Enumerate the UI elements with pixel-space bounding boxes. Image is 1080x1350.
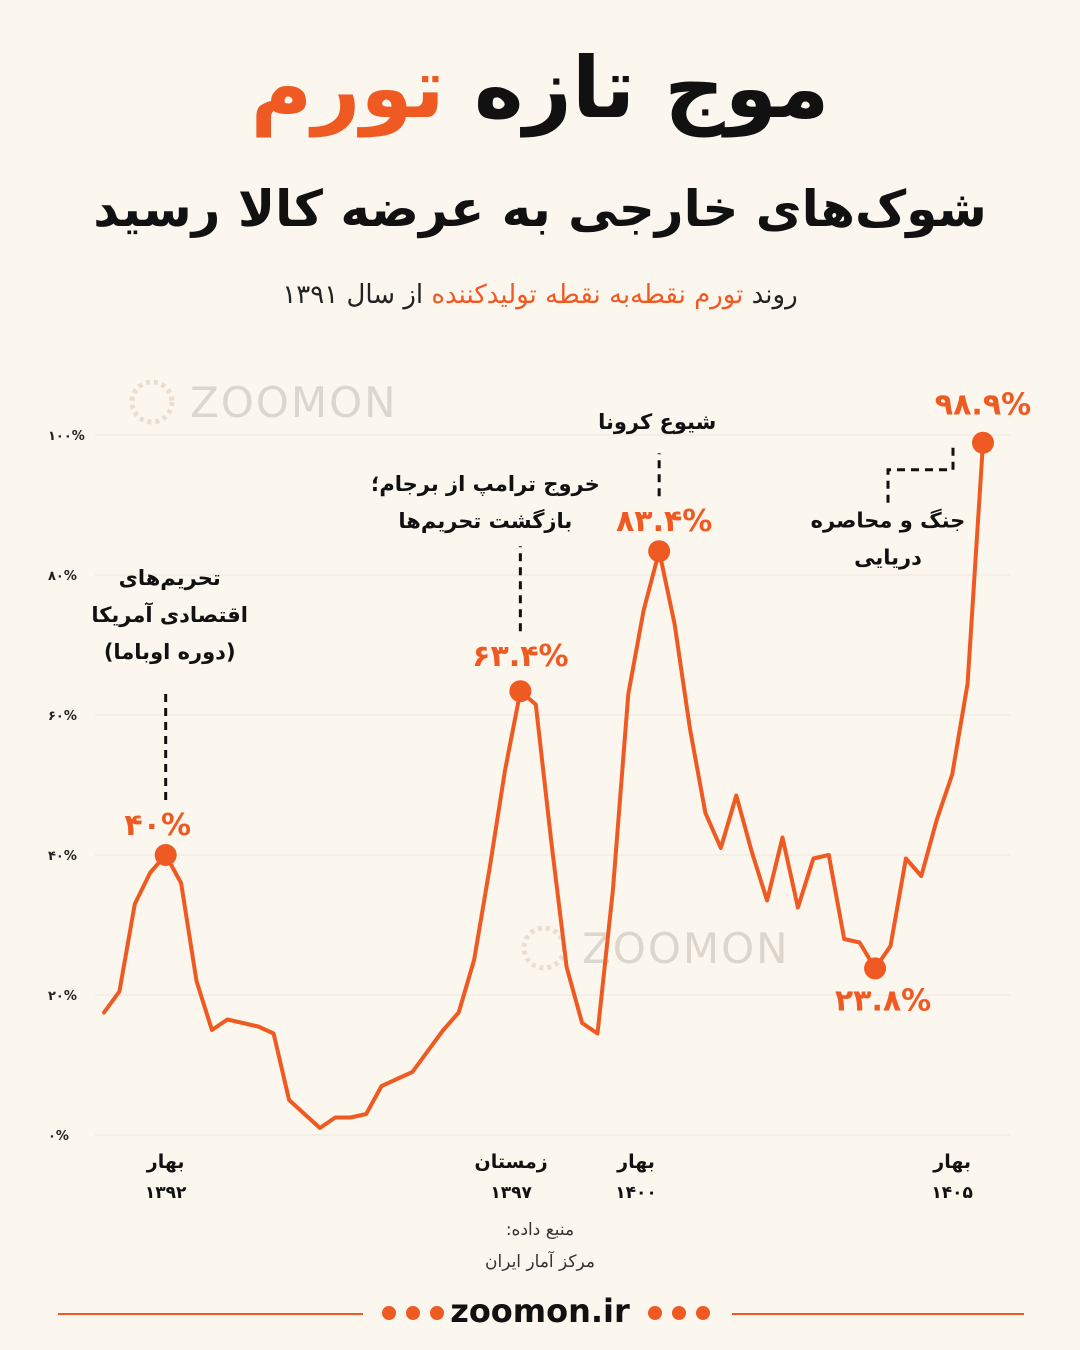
x-tick-year: ۱۳۹۷ — [490, 1183, 532, 1203]
peak-value-label: ۴۰% — [124, 808, 191, 843]
x-tick-year: ۱۴۰۰ — [615, 1183, 657, 1203]
title-main: موج تازه — [473, 39, 830, 137]
y-tick-label: ۲۰% — [48, 989, 77, 1004]
peak-value-label: ۲۳.۸% — [835, 983, 931, 1018]
annotation-text: اقتصادی آمریکا — [91, 602, 248, 627]
watermark-logo — [129, 379, 175, 425]
annotation-text: جنگ و محاصره — [811, 508, 966, 533]
footer-site: zoomon.ir — [450, 1292, 630, 1330]
x-tick-season: بهار — [932, 1151, 971, 1173]
annotation-text: بازگشت تحریم‌ها — [398, 508, 572, 533]
chart-caption: روند تورم نقطه‌به نقطه تولیدکننده از سال… — [0, 280, 1080, 310]
footer-line-right — [732, 1313, 1024, 1315]
annotation-text: (دوره اوباما) — [104, 640, 236, 664]
peak-marker — [509, 680, 532, 703]
annotation-text: دریایی — [854, 546, 922, 570]
watermark-text: ZOOMON — [190, 378, 398, 427]
x-tick-year: ۱۴۰۵ — [931, 1183, 973, 1203]
peak-value-label: ۸۳.۴% — [616, 504, 712, 539]
caption-part2: از سال ۱۳۹۱ — [282, 280, 424, 310]
annotation-text: خروج ترامپ از برجام؛ — [371, 472, 600, 497]
peak-value-label: ۹۸.۹% — [935, 388, 1031, 423]
x-tick-season: بهار — [616, 1151, 655, 1173]
peak-marker — [972, 431, 994, 454]
y-tick-label: ۶۰% — [48, 709, 77, 724]
series-line — [102, 440, 985, 1130]
peak-marker — [864, 957, 887, 980]
watermark-text: ZOOMON — [582, 924, 790, 973]
y-tick-label: ۴۰% — [48, 849, 77, 864]
caption-part1: روند — [751, 280, 798, 310]
x-tick-year: ۱۳۹۲ — [145, 1183, 187, 1203]
watermark-logo — [521, 925, 567, 971]
annotation-connector — [886, 447, 955, 503]
source-name: مرکز آمار ایران — [484, 1252, 596, 1272]
inflation-line-chart: ZOOMON ZOOMON ۰% ۲۰% ۴۰% ۶۰% ۸۰% ۱۰۰% بهار ۱۳۹۲ زم… — [48, 378, 1031, 1203]
page-title: موج تازه تورم — [0, 42, 1080, 134]
title-accent: تورم — [250, 39, 445, 137]
footer-dots-left — [377, 1306, 449, 1320]
page-subtitle: شوک‌های خارجی به عرضه کالا رسید — [93, 180, 987, 238]
x-tick-season: زمستان — [475, 1151, 548, 1173]
footer: zoomon.ir — [0, 1292, 1080, 1336]
annotation-text: شیوع کرونا — [598, 410, 716, 434]
peak-marker — [154, 844, 177, 866]
x-tick-season: بهار — [146, 1151, 185, 1173]
y-tick-label: ۱۰۰% — [48, 429, 85, 444]
y-tick-label: ۸۰% — [48, 569, 77, 584]
footer-line-left — [58, 1313, 363, 1315]
annotation-text: تحریم‌های — [119, 566, 221, 590]
y-tick-label: ۰% — [48, 1129, 69, 1144]
footer-dots-right — [643, 1306, 715, 1320]
peak-marker — [648, 540, 671, 563]
peak-value-label: ۶۳.۴% — [472, 639, 568, 674]
source-label: منبع داده: — [505, 1220, 575, 1240]
caption-accent: تورم نقطه‌به نقطه تولیدکننده — [431, 280, 744, 310]
